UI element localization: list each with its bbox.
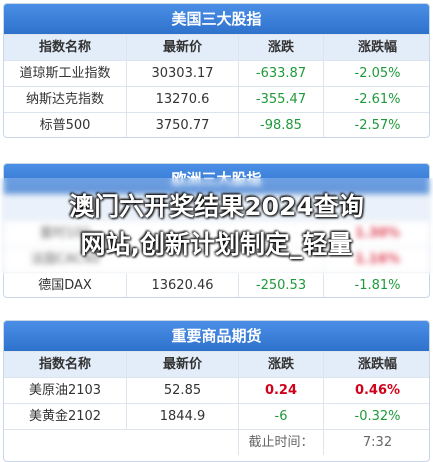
blur-band [0,178,433,274]
header-cell: 涨跌 [238,352,323,377]
header-cell: 最新价 [126,352,238,377]
table-cell: 30303.17 [126,61,238,86]
table-row: 美黄金2102 1844.9 -6 -0.32% [4,403,429,429]
table-cell: 1844.9 [126,404,238,429]
overlay-line: 澳门六开奖结果2024查询 [69,192,364,221]
table-cell: -633.87 [238,61,323,86]
table-cell: 0.46% [323,378,429,403]
table-cell: -6 [238,404,323,429]
table-cell: 13620.46 [126,273,238,297]
table-row: 纳斯达克指数 13270.6 -355.47 -2.61% [4,86,429,112]
header-row: 指数名称 最新价 涨跌 涨跌幅 [4,34,429,60]
table-cell: 美黄金2102 [28,409,102,424]
table-cell: -2.05% [323,61,429,86]
table-cell: 3750.77 [126,113,238,137]
table-cell: 道琼斯工业指数 [19,66,111,81]
header-cell: 指数名称 [38,357,91,372]
table-row: 美原油2103 52.85 0.24 0.46% [4,377,429,403]
panel: 重要商品期货 指数名称 最新价 涨跌 涨跌幅 美原油2103 52.85 0.24 0.46% 美… [3,320,430,462]
table-cell: -2.61% [323,87,429,112]
panel-title: 重要商品期货 [4,321,429,351]
table-row: 标普500 3750.77 -98.85 -2.57% [4,112,429,137]
header-cell: 最新价 [126,35,238,60]
table-cell: -98.85 [238,113,323,137]
table-cell: -250.53 [238,273,323,297]
table-row: 德国DAX 13620.46 -250.53 -1.81% [4,272,429,297]
header-cell: 涨跌幅 [323,352,429,377]
table-cell: -355.47 [238,87,323,112]
header-cell: 涨跌幅 [323,35,429,60]
header-cell: 指数名称 [38,40,91,55]
table-row: 道琼斯工业指数 30303.17 -633.87 -2.05% [4,60,429,86]
overlay-text: 澳门六开奖结果2024查询 网站,创新计划制定_轻量 [0,188,433,264]
table-cell: 德国DAX [38,278,92,293]
header-row: 指数名称 最新价 涨跌 涨跌幅 [4,351,429,377]
header-cell: 涨跌 [238,35,323,60]
table-cell: -2.57% [323,113,429,137]
panel-title: 美国三大股指 [4,4,429,34]
table-cell: 纳斯达克指数 [25,92,104,107]
table-cell: 13270.6 [126,87,238,112]
table-cell: 0.24 [238,378,323,403]
table-cell: -0.32% [323,404,429,429]
overlay-line: 网站,创新计划制定_轻量 [80,230,353,259]
footer-row: 截止时间： 7:32 [4,429,429,455]
panel: 美国三大股指指数名称 最新价 涨跌 涨跌幅道琼斯工业指数 30303.17 -633.87… [3,3,430,138]
footer-value: 7:32 [323,430,429,455]
table-cell: 美原油2103 [28,383,102,398]
footer-label: 截止时间： [238,430,323,455]
table-cell: -1.81% [323,273,429,297]
table-cell: 标普500 [39,118,91,133]
table-cell: 52.85 [126,378,238,403]
